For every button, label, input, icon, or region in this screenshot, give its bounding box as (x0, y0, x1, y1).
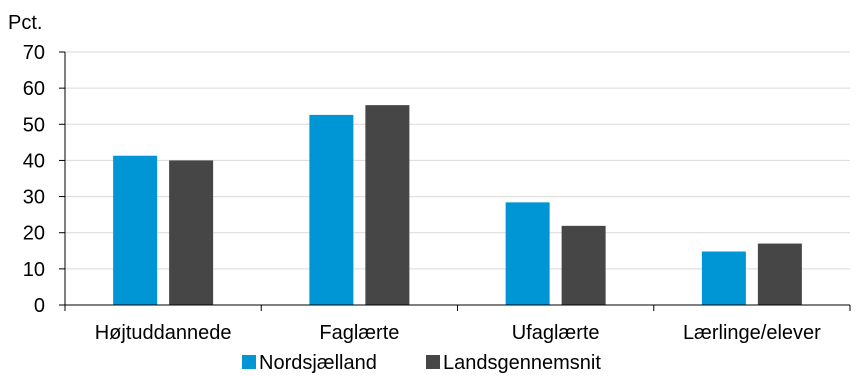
bar-series-1 (309, 114, 354, 305)
legend-label: Nordsjælland (259, 352, 377, 374)
y-tick-label: 50 (23, 114, 45, 136)
y-tick-label: 20 (23, 223, 45, 245)
y-tick-label: 40 (23, 150, 45, 172)
x-axis-category-labels: Højtuddannede Faglærte Ufaglærte Lærlinge/e… (64, 305, 851, 344)
legend: Nordsjælland Landsgennemsnit (242, 352, 601, 374)
y-tick-label: 60 (23, 78, 45, 100)
x-category-label: Faglærte (319, 322, 399, 344)
bar-series-2 (365, 105, 410, 305)
y-tick-label: 70 (23, 42, 45, 64)
y-tick-label: 10 (23, 259, 45, 281)
bar-series-1 (505, 202, 550, 305)
legend-label: Landsgennemsnit (443, 352, 601, 374)
bar-series-2 (561, 225, 606, 305)
x-category-label: Lærlinge/elever (683, 322, 821, 344)
y-axis-ticks: 0 10 20 30 40 50 60 70 (23, 42, 65, 317)
bars (113, 105, 802, 305)
legend-swatch (426, 355, 440, 369)
bar-series-1 (701, 251, 746, 305)
x-category-label: Ufaglærte (512, 322, 600, 344)
y-tick-label: 0 (34, 295, 45, 317)
legend-swatch (242, 355, 256, 369)
bar-series-2 (169, 160, 214, 305)
y-axis-unit-label: Pct. (8, 12, 42, 34)
x-category-label: Højtuddannede (95, 322, 232, 344)
bar-series-1 (113, 155, 158, 305)
bar-series-2 (757, 243, 802, 305)
y-tick-label: 30 (23, 187, 45, 209)
